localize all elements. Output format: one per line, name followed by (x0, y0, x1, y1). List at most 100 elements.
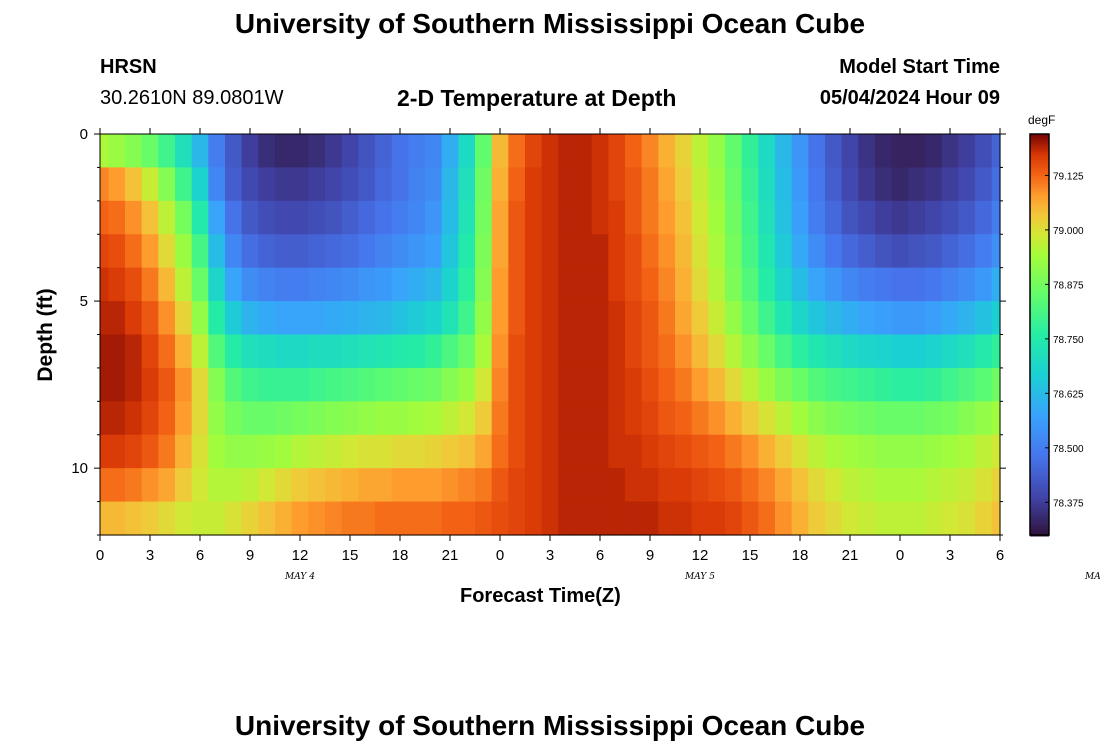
heatmap-cell (225, 334, 243, 369)
colorbar-segment (1030, 474, 1049, 477)
colorbar-segment (1030, 480, 1049, 483)
heatmap-cell (825, 167, 843, 202)
heatmap-cell (425, 200, 443, 235)
heatmap-cell (825, 267, 843, 302)
heatmap-cell (991, 167, 1001, 202)
heatmap-cell (325, 501, 343, 536)
chart-subtitle: 2-D Temperature at Depth (397, 85, 677, 111)
heatmap-cell (625, 267, 643, 302)
heatmap-cell (475, 468, 493, 503)
heatmap-cell (475, 501, 493, 536)
colorbar-segment (1030, 274, 1049, 277)
heatmap-cell (391, 134, 409, 169)
heatmap-cell (358, 401, 376, 436)
heatmap-cell (725, 134, 743, 169)
colorbar-segment (1030, 200, 1049, 203)
x-tick-label: 12 (292, 547, 309, 564)
heatmap-cell (991, 334, 1001, 369)
heatmap-cell (758, 200, 776, 235)
colorbar-segment (1030, 528, 1049, 531)
heatmap-cells (100, 134, 1001, 536)
heatmap-cell (791, 134, 809, 169)
colorbar-segment (1030, 408, 1049, 411)
heatmap-cell (691, 200, 709, 235)
heatmap-cell (908, 434, 926, 469)
heatmap-cell (100, 267, 109, 302)
x-tick-label: 0 (96, 547, 104, 564)
heatmap-cell (241, 468, 259, 503)
heatmap-cell (225, 367, 243, 402)
heatmap-cell (425, 501, 443, 536)
heatmap-cell (741, 334, 759, 369)
heatmap-cell (525, 434, 543, 469)
heatmap-cell (475, 434, 493, 469)
heatmap-cell (758, 434, 776, 469)
heatmap-cell (708, 234, 726, 269)
heatmap-cell (275, 234, 293, 269)
heatmap-cell (141, 134, 159, 169)
heatmap-cell (808, 134, 826, 169)
heatmap-cell (375, 401, 393, 436)
station-name: HRSN (100, 56, 157, 78)
colorbar-segment (1030, 256, 1049, 259)
heatmap-cell (725, 267, 743, 302)
heatmap-cell (225, 468, 243, 503)
heatmap-cell (908, 367, 926, 402)
heatmap-cell (375, 501, 393, 536)
heatmap-cell (825, 334, 843, 369)
heatmap-cell (158, 301, 176, 336)
x-tick-label: 12 (692, 547, 709, 564)
heatmap-cell (291, 434, 309, 469)
heatmap-cell (625, 134, 643, 169)
heatmap-cell (541, 301, 559, 336)
heatmap-cell (841, 267, 859, 302)
heatmap-cell (958, 401, 976, 436)
heatmap-cell (125, 301, 143, 336)
heatmap-cell (325, 401, 343, 436)
heatmap-cell (175, 234, 193, 269)
heatmap-cell (625, 334, 643, 369)
heatmap-cell (725, 234, 743, 269)
heatmap-cell (408, 267, 426, 302)
heatmap-cell (825, 468, 843, 503)
colorbar-segment (1030, 342, 1049, 345)
colorbar-segment (1030, 430, 1049, 433)
heatmap-cell (791, 501, 809, 536)
heatmap-cell (925, 267, 943, 302)
heatmap-cell (175, 134, 193, 169)
heatmap-cell (741, 267, 759, 302)
x-tick-label: 18 (792, 547, 809, 564)
colorbar-segment (1030, 168, 1049, 171)
heatmap-cell (191, 468, 209, 503)
colorbar-segment (1030, 510, 1049, 513)
x-tick-label: 15 (742, 547, 759, 564)
x-tick-label: 6 (596, 547, 604, 564)
heatmap-cell (441, 234, 459, 269)
heatmap-cell (425, 468, 443, 503)
colorbar-segment (1030, 364, 1049, 367)
heatmap-cell (425, 267, 443, 302)
heatmap-cell (508, 367, 526, 402)
heatmap-cell (641, 200, 659, 235)
heatmap-cell (508, 334, 526, 369)
heatmap-cell (125, 167, 143, 202)
heatmap-cell (525, 167, 543, 202)
heatmap-cell (208, 468, 226, 503)
x-axis-label: Forecast Time(Z) (460, 585, 621, 607)
heatmap-cell (458, 468, 476, 503)
colorbar-segment (1030, 456, 1049, 459)
colorbar-segment (1030, 284, 1049, 287)
heatmap-cell (258, 234, 276, 269)
heatmap-cell (191, 501, 209, 536)
colorbar-segment (1030, 506, 1049, 509)
heatmap-cell (491, 367, 509, 402)
heatmap-cell (241, 200, 259, 235)
heatmap-cell (758, 301, 776, 336)
heatmap-cell (408, 468, 426, 503)
heatmap-cell (708, 267, 726, 302)
heatmap-cell (725, 200, 743, 235)
heatmap-cell (991, 367, 1001, 402)
heatmap-cell (775, 301, 793, 336)
heatmap-cell (758, 134, 776, 169)
heatmap-cell (491, 301, 509, 336)
